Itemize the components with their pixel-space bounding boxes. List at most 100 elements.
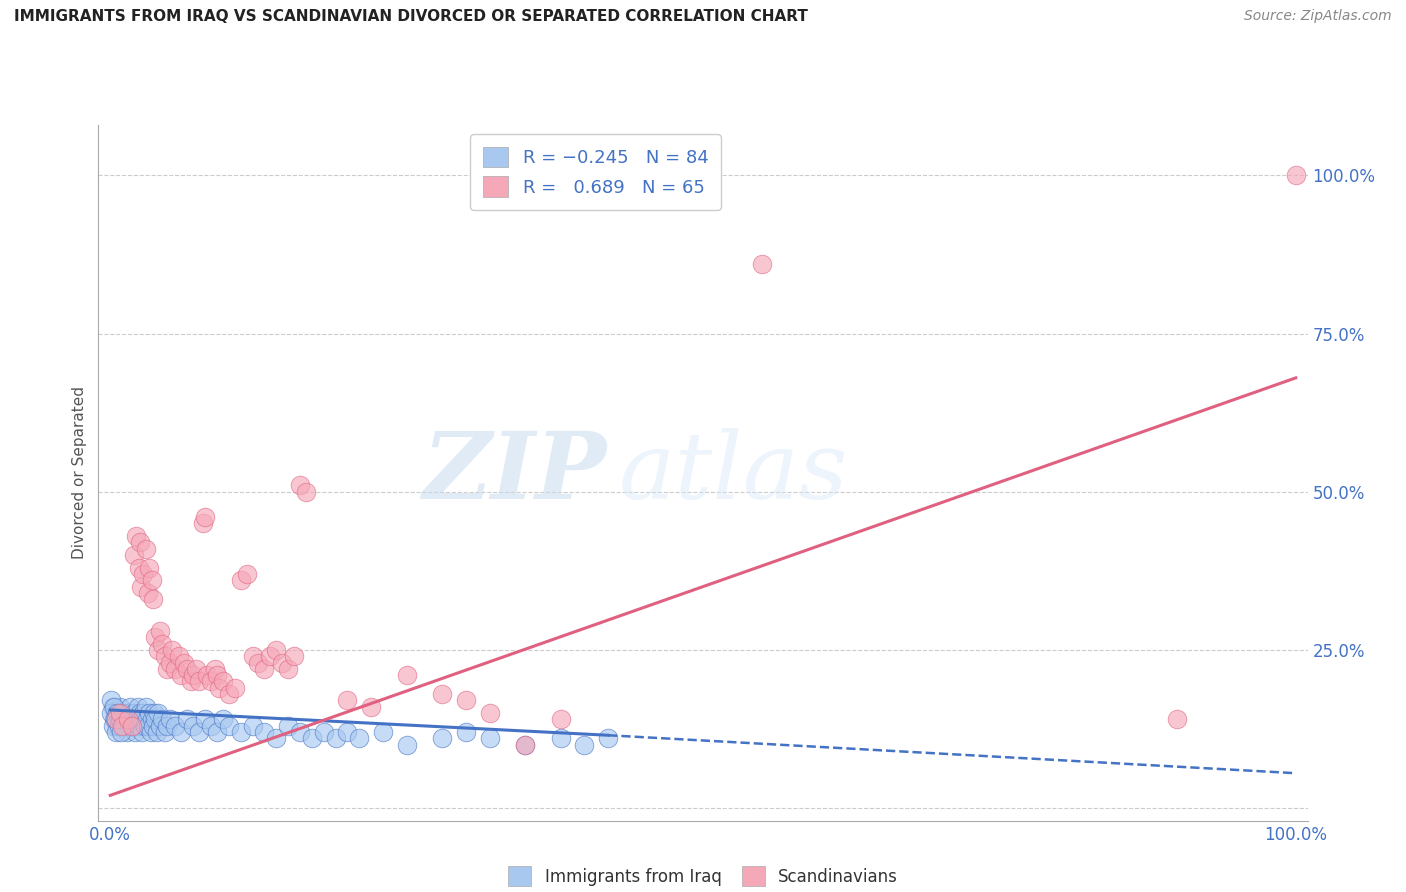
Point: [212, 713, 235, 727]
Point: [141, 574, 163, 588]
Point: [235, 566, 257, 581]
Point: [103, 699, 125, 714]
Point: [122, 548, 145, 562]
Point: [145, 725, 167, 739]
Point: [212, 674, 235, 689]
Point: [159, 713, 181, 727]
Point: [247, 656, 270, 670]
Point: [117, 706, 139, 720]
Point: [104, 706, 127, 720]
Point: [149, 624, 172, 638]
Point: [194, 713, 217, 727]
Point: [121, 719, 143, 733]
Point: [131, 725, 153, 739]
Point: [152, 713, 174, 727]
Point: [127, 699, 149, 714]
Point: [253, 725, 276, 739]
Point: [224, 681, 246, 695]
Point: [188, 674, 211, 689]
Text: Source: ZipAtlas.com: Source: ZipAtlas.com: [1244, 9, 1392, 23]
Point: [170, 668, 193, 682]
Point: [118, 719, 141, 733]
Point: [105, 713, 128, 727]
Point: [218, 687, 240, 701]
Point: [167, 649, 190, 664]
Point: [143, 713, 166, 727]
Point: [176, 662, 198, 676]
Point: [205, 725, 228, 739]
Point: [188, 725, 211, 739]
Point: [146, 706, 169, 720]
Point: [283, 649, 305, 664]
Point: [218, 719, 240, 733]
Text: ZIP: ZIP: [422, 428, 606, 517]
Point: [110, 725, 132, 739]
Point: [176, 713, 198, 727]
Point: [142, 719, 165, 733]
Point: [191, 516, 214, 531]
Point: [108, 699, 131, 714]
Point: [751, 257, 773, 271]
Point: [121, 713, 143, 727]
Point: [117, 713, 139, 727]
Point: [325, 731, 347, 746]
Point: [105, 725, 128, 739]
Point: [271, 656, 294, 670]
Point: [107, 719, 129, 733]
Point: [200, 674, 222, 689]
Point: [146, 643, 169, 657]
Point: [550, 731, 572, 746]
Point: [112, 706, 135, 720]
Point: [550, 713, 572, 727]
Point: [132, 706, 155, 720]
Point: [165, 662, 187, 676]
Point: [142, 592, 165, 607]
Point: [103, 713, 125, 727]
Point: [515, 738, 537, 752]
Point: [360, 699, 382, 714]
Point: [114, 719, 136, 733]
Point: [277, 719, 299, 733]
Point: [371, 725, 394, 739]
Point: [259, 649, 281, 664]
Point: [143, 706, 166, 720]
Point: [153, 649, 176, 664]
Point: [129, 580, 152, 594]
Point: [170, 725, 193, 739]
Point: [101, 719, 124, 733]
Point: [336, 725, 359, 739]
Point: [111, 713, 134, 727]
Y-axis label: Divorced or Separated: Divorced or Separated: [72, 386, 87, 559]
Point: [121, 719, 143, 733]
Point: [129, 706, 152, 720]
Point: [432, 687, 454, 701]
Point: [184, 662, 207, 676]
Point: [173, 656, 195, 670]
Point: [312, 725, 335, 739]
Point: [108, 713, 131, 727]
Point: [181, 668, 204, 682]
Point: [110, 719, 132, 733]
Point: [153, 725, 176, 739]
Point: [301, 731, 323, 746]
Point: [242, 649, 264, 664]
Point: [478, 706, 501, 720]
Point: [194, 510, 217, 524]
Point: [120, 699, 142, 714]
Point: [132, 566, 155, 581]
Point: [165, 719, 187, 733]
Point: [115, 725, 138, 739]
Text: IMMIGRANTS FROM IRAQ VS SCANDINAVIAN DIVORCED OR SEPARATED CORRELATION CHART: IMMIGRANTS FROM IRAQ VS SCANDINAVIAN DIV…: [14, 9, 808, 24]
Point: [295, 484, 318, 499]
Point: [205, 668, 228, 682]
Point: [395, 738, 418, 752]
Point: [135, 541, 157, 556]
Point: [135, 699, 157, 714]
Point: [105, 706, 128, 720]
Point: [264, 643, 287, 657]
Point: [478, 731, 501, 746]
Text: atlas: atlas: [619, 428, 848, 517]
Point: [156, 719, 179, 733]
Point: [108, 706, 131, 720]
Point: [454, 725, 477, 739]
